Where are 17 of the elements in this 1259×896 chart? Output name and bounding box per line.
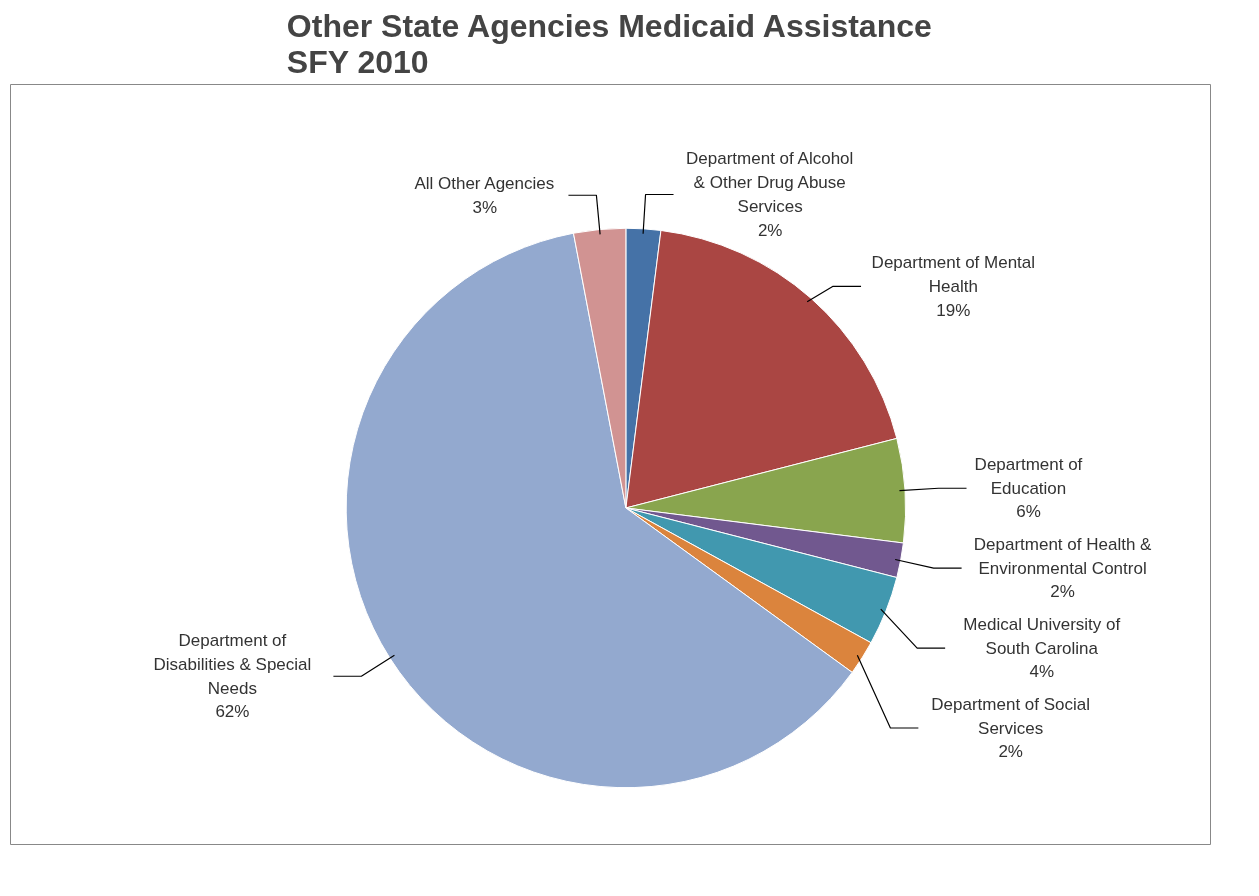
slice-label: Department of Social Services (931, 694, 1091, 738)
data-label: 4% (1029, 662, 1055, 682)
slice-label: Department of Education (974, 455, 1083, 498)
slice-label: Department of Health & Environmental Control (973, 534, 1153, 578)
slice-label: Department of Alcohol & Other Drug Abuse Services (686, 149, 854, 216)
data-label: 6% (1016, 502, 1041, 522)
data-label: 19% (936, 300, 971, 320)
data-label: 2% (757, 220, 783, 240)
slice-label: Medical University of South Carolina (963, 614, 1121, 658)
chart-title: Other State Agencies Medicaid Assistance SFY 2010 (286, 7, 932, 80)
slice-label: Department of Disabilities & Special Needs (153, 631, 312, 698)
data-label: 2% (1050, 582, 1075, 602)
slice-label: All Other Agencies (414, 173, 555, 193)
data-label: 2% (998, 742, 1023, 762)
data-label: 62% (215, 702, 250, 722)
slice-label: Department of Mental Health (871, 253, 1036, 296)
data-label: 3% (472, 197, 498, 217)
